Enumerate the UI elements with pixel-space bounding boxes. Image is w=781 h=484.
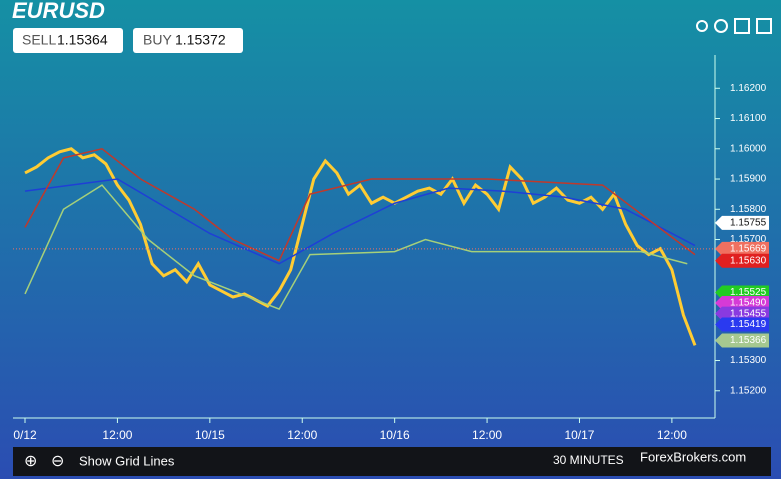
price-tag-label: 1.15630 <box>730 255 767 266</box>
toolbar-icons <box>696 18 772 34</box>
zoom-in[interactable]: ⊕ <box>24 453 37 470</box>
price-tag-label: 1.15419 <box>730 319 767 330</box>
bottom-bar <box>13 447 771 476</box>
sell-label: SELL <box>22 32 56 48</box>
y-tick-label: 1.15800 <box>730 204 767 215</box>
price-tag <box>715 306 769 321</box>
price-tag <box>715 253 769 268</box>
share-icon[interactable] <box>696 20 708 32</box>
watermark: ForexBrokers.com <box>640 449 746 464</box>
price-line <box>24 184 688 311</box>
price-tag <box>715 215 769 230</box>
price-tag-label: 1.15669 <box>730 244 767 255</box>
y-tick-label: 1.15200 <box>730 385 767 396</box>
price-tag <box>715 296 769 311</box>
price-tag <box>715 285 769 300</box>
price-tag <box>715 317 769 332</box>
x-tick-label: 10/15 <box>195 428 225 442</box>
x-tick-label: 12:00 <box>657 428 687 442</box>
y-tick-label: 1.15300 <box>730 355 767 366</box>
price-tag-label: 1.15366 <box>730 335 767 346</box>
y-tick-label: 1.16000 <box>730 143 767 154</box>
symbol: EURUSD <box>12 0 105 23</box>
price-tag-label: 1.15755 <box>730 218 767 229</box>
y-tick-label: 1.15700 <box>730 234 767 245</box>
y-tick-label: 1.16200 <box>730 83 767 94</box>
x-tick-label: 0/12 <box>13 428 37 442</box>
x-tick-label: 12:00 <box>472 428 502 442</box>
x-tick-label: 10/17 <box>564 428 594 442</box>
interval[interactable]: 30 MINUTES <box>553 453 624 467</box>
download-icon[interactable] <box>734 18 750 34</box>
price-line <box>24 147 696 262</box>
y-tick-label: 1.15900 <box>730 174 767 185</box>
sell-button[interactable] <box>13 28 123 53</box>
price-line <box>24 178 696 265</box>
y-tick-label: 1.16100 <box>730 113 767 124</box>
grid-toggle[interactable]: Show Grid Lines <box>79 453 175 468</box>
zoom-out[interactable]: ⊖ <box>51 453 64 470</box>
price-tag <box>715 333 769 348</box>
fullscreen-icon[interactable] <box>756 18 772 34</box>
sell-price: 1.15364 <box>57 32 108 48</box>
buy-label: BUY <box>143 32 172 48</box>
x-tick-label: 10/16 <box>380 428 410 442</box>
x-tick-label: 12:00 <box>287 428 317 442</box>
price-tag-label: 1.15455 <box>730 308 767 319</box>
x-tick-label: 12:00 <box>102 428 132 442</box>
price-tag-label: 1.15490 <box>730 298 767 309</box>
price-tag <box>715 241 769 256</box>
price-tag-label: 1.15525 <box>730 287 767 298</box>
buy-button[interactable] <box>133 28 243 53</box>
buy-price: 1.15372 <box>175 32 226 48</box>
refresh-icon[interactable] <box>714 19 728 33</box>
